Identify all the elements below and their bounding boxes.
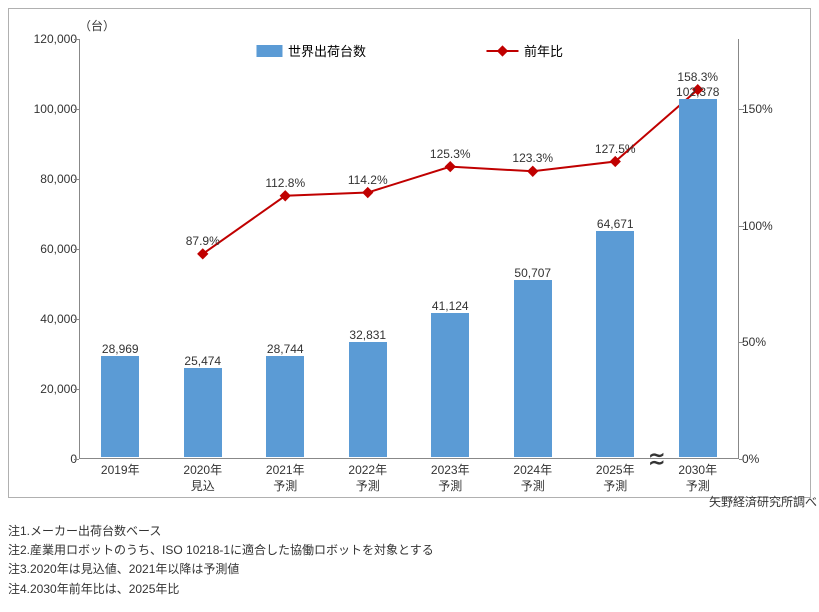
- legend: 世界出荷台数 前年比: [256, 41, 563, 60]
- y-left-tick: 100,000: [17, 102, 77, 116]
- line-value-label: 127.5%: [595, 142, 636, 156]
- y-left-tick-mark: [74, 39, 79, 40]
- x-category: 2023年予測: [409, 463, 491, 494]
- y-left-tick: 120,000: [17, 32, 77, 46]
- bar: [514, 280, 552, 457]
- footnote: 注2.産業用ロボットのうち、ISO 10218-1に適合した協働ロボットを対象と…: [8, 541, 811, 560]
- bar: [266, 356, 304, 457]
- bar-value-label: 102,378: [676, 85, 719, 99]
- legend-bar-swatch: [256, 45, 282, 57]
- y-right-tick: 50%: [742, 335, 766, 349]
- y-left-tick: 80,000: [17, 172, 77, 186]
- footnote: 注1.メーカー出荷台数ベース: [8, 522, 811, 541]
- bar-value-label: 28,969: [102, 342, 139, 356]
- y-right-tick-mark: [739, 459, 744, 460]
- bar-value-label: 41,124: [432, 299, 469, 313]
- bar-value-label: 64,671: [597, 217, 634, 231]
- line-value-label: 123.3%: [512, 151, 553, 165]
- axis-break-mark: ≀≀: [644, 452, 669, 467]
- x-category: 2022年予測: [327, 463, 409, 494]
- y-left-tick-mark: [74, 109, 79, 110]
- y-axis-unit: （台）: [79, 17, 115, 34]
- line-value-label: 87.9%: [186, 234, 220, 248]
- chart-container: （台） 世界出荷台数 前年比 0 20,000 40,000 60,000 80,000…: [8, 8, 811, 498]
- chart-credit: 矢野経済研究所調べ: [709, 493, 817, 510]
- line-value-label: 158.3%: [677, 70, 718, 84]
- x-category: 2030年予測: [657, 463, 739, 494]
- bar-value-label: 50,707: [514, 266, 551, 280]
- y-left-tick: 60,000: [17, 242, 77, 256]
- y-right-tick: 0%: [742, 452, 759, 466]
- y-left-tick-mark: [74, 319, 79, 320]
- bar: [431, 313, 469, 457]
- legend-bar-label: 世界出荷台数: [288, 41, 366, 60]
- bar: [596, 231, 634, 457]
- x-category: 2020年見込: [162, 463, 244, 494]
- legend-item-line: 前年比: [486, 41, 563, 60]
- y-right-tick-mark: [739, 226, 744, 227]
- bar: [184, 368, 222, 457]
- bar: [679, 99, 717, 457]
- line-value-label: 114.2%: [348, 173, 388, 187]
- bar-value-label: 28,744: [267, 342, 304, 356]
- x-category: 2024年予測: [492, 463, 574, 494]
- line-value-label: 125.3%: [430, 147, 471, 161]
- y-left-tick: 40,000: [17, 312, 77, 326]
- y-left-tick-mark: [74, 249, 79, 250]
- bar: [349, 342, 387, 457]
- footnote: 注3.2020年は見込値、2021年以降は予測値: [8, 560, 811, 579]
- y-right-tick: 150%: [742, 102, 773, 116]
- y-right-tick-mark: [739, 109, 744, 110]
- footnotes: 注1.メーカー出荷台数ベース 注2.産業用ロボットのうち、ISO 10218-1…: [8, 522, 811, 599]
- x-category: 2019年: [79, 463, 161, 479]
- y-left-tick-mark: [74, 389, 79, 390]
- y-left-tick: 20,000: [17, 382, 77, 396]
- y-left-tick-mark: [74, 459, 79, 460]
- legend-line-label: 前年比: [524, 41, 563, 60]
- y-left-tick: 0: [17, 452, 77, 466]
- plot-area: [79, 39, 739, 459]
- bar-value-label: 25,474: [184, 354, 221, 368]
- line-value-label: 112.8%: [265, 176, 305, 190]
- bar: [101, 356, 139, 457]
- x-category: 2025年予測: [574, 463, 656, 494]
- x-category: 2021年予測: [244, 463, 326, 494]
- legend-line-swatch: [486, 50, 518, 52]
- footnote: 注4.2030年前年比は、2025年比: [8, 580, 811, 599]
- y-right-tick-mark: [739, 342, 744, 343]
- legend-item-bars: 世界出荷台数: [256, 41, 366, 60]
- y-right-tick: 100%: [742, 219, 773, 233]
- y-left-tick-mark: [74, 179, 79, 180]
- bar-value-label: 32,831: [349, 328, 386, 342]
